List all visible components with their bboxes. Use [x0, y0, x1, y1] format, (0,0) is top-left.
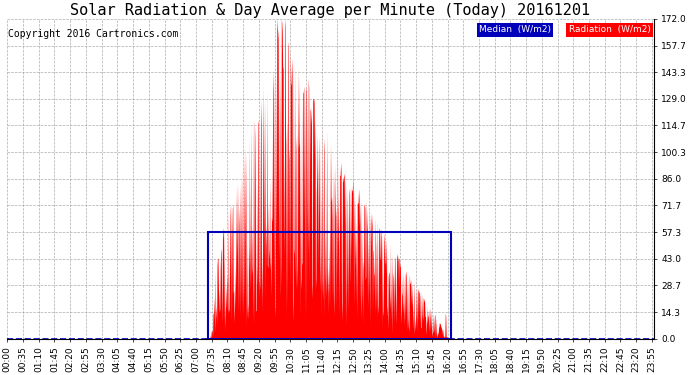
Text: Copyright 2016 Cartronics.com: Copyright 2016 Cartronics.com — [8, 28, 178, 39]
Text: Median  (W/m2): Median (W/m2) — [479, 26, 551, 34]
Title: Solar Radiation & Day Average per Minute (Today) 20161201: Solar Radiation & Day Average per Minute… — [70, 3, 591, 18]
Bar — [208, 232, 451, 339]
Text: Radiation  (W/m2): Radiation (W/m2) — [569, 26, 651, 34]
